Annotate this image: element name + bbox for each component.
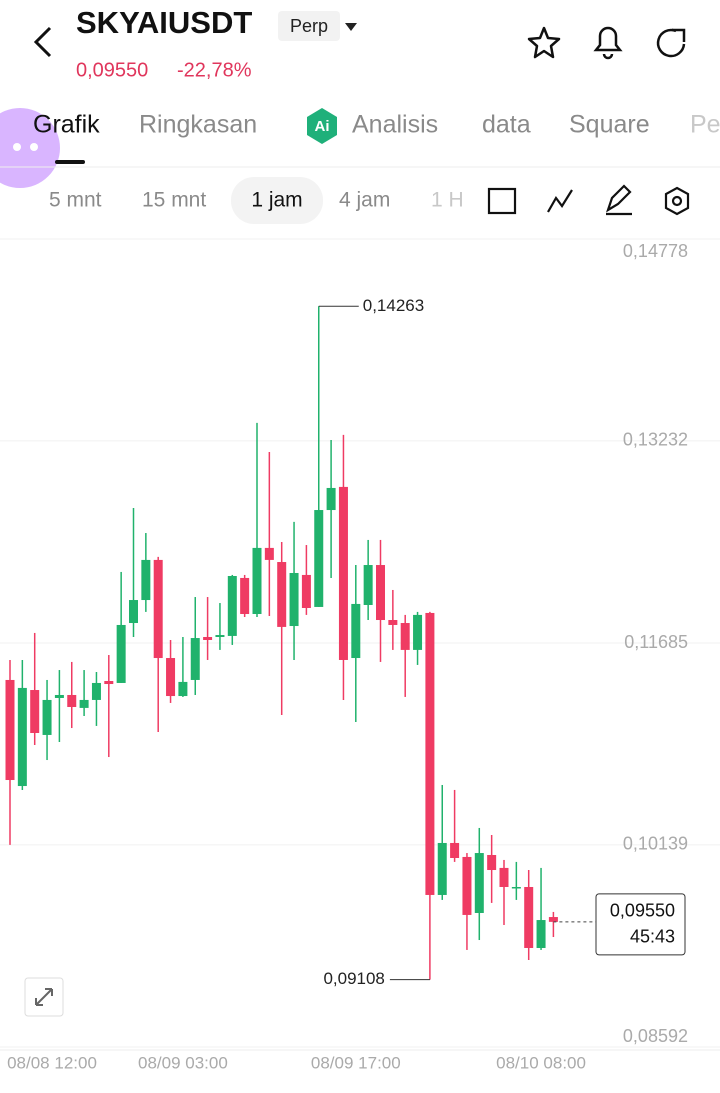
timeframe[interactable]: 4 jam xyxy=(339,189,390,212)
candle-body xyxy=(264,547,274,560)
x-tick-label: 08/09 17:00 xyxy=(311,1053,401,1072)
candle-body xyxy=(450,842,460,858)
candle-body xyxy=(548,917,558,922)
y-tick-label: 0,14778 xyxy=(623,241,688,261)
timeframe[interactable]: 1 H xyxy=(431,189,464,212)
candle-body xyxy=(203,636,213,640)
ai-icon xyxy=(307,108,337,144)
candle-body xyxy=(511,886,521,889)
candle-body xyxy=(141,559,151,601)
candle-body xyxy=(301,574,311,608)
candle-body xyxy=(338,486,348,660)
badge: Perp xyxy=(290,16,328,36)
share[interactable] xyxy=(656,28,686,58)
tab[interactable]: Ringkasan xyxy=(139,111,257,139)
candle-body xyxy=(413,614,423,650)
dropdown[interactable] xyxy=(345,23,357,31)
candle-body xyxy=(376,565,385,621)
candle-body xyxy=(215,635,225,637)
candle-body xyxy=(474,853,484,913)
candle-body xyxy=(42,699,52,735)
timeframe-pill xyxy=(231,177,323,224)
candle-body xyxy=(524,886,534,948)
candle-body xyxy=(178,681,188,697)
last-price-label: 0,09550 xyxy=(610,901,675,921)
candle-body xyxy=(129,600,138,624)
candle-body xyxy=(54,694,64,698)
timeframe[interactable]: 5 mnt xyxy=(49,189,102,212)
layout-button[interactable] xyxy=(487,187,517,215)
tab-indicator xyxy=(55,160,85,164)
assistant-eye xyxy=(13,143,21,151)
x-tick-label: 08/09 03:00 xyxy=(138,1053,228,1072)
candle-body xyxy=(425,612,435,895)
y-tick-label: 0,08592 xyxy=(623,1026,688,1046)
x-tick-label: 08/10 08:00 xyxy=(496,1053,586,1072)
last-price-box xyxy=(595,893,686,956)
settings-dot xyxy=(671,195,683,207)
price: 0,09550 xyxy=(76,59,148,81)
candle-body xyxy=(79,699,89,708)
tab[interactable]: data xyxy=(482,111,531,139)
timeframe[interactable]: 15 mnt xyxy=(142,189,206,212)
change: -22,78% xyxy=(177,59,252,81)
candle-body xyxy=(5,679,15,781)
expand-icon xyxy=(35,988,53,1006)
candle-body xyxy=(314,510,324,607)
candle-body xyxy=(190,638,200,680)
x-tick-label: 08/08 12:00 xyxy=(7,1053,97,1072)
assistant-eye xyxy=(30,143,38,151)
candle-body xyxy=(289,572,299,627)
badge-bg xyxy=(278,11,340,41)
candle-body xyxy=(153,559,163,659)
candle-body xyxy=(240,577,250,615)
candle-body xyxy=(437,842,447,895)
countdown: 45:43 xyxy=(630,927,675,947)
tab[interactable]: Pe xyxy=(690,111,720,139)
candle-body xyxy=(400,623,410,650)
candle-body xyxy=(17,687,27,787)
symbol: SKYAIUSDT xyxy=(76,5,252,40)
candle-body xyxy=(104,681,114,685)
y-tick-label: 0,13232 xyxy=(623,430,688,450)
candle-body xyxy=(277,562,287,627)
candle-body xyxy=(91,682,101,700)
candle-body xyxy=(227,575,237,636)
back-button[interactable] xyxy=(33,26,52,58)
candle-body xyxy=(462,856,472,915)
candle-body xyxy=(116,624,126,683)
candle-body xyxy=(536,920,546,948)
alert[interactable] xyxy=(593,26,623,60)
plot: 0,14778 0,13232 0,11685 0,10139 0,08592 08/08… xyxy=(0,238,720,1072)
candle-body xyxy=(252,547,262,615)
timeframe-active[interactable]: 1 jam xyxy=(251,189,302,212)
assistant-bubble[interactable] xyxy=(0,108,60,188)
favorite[interactable] xyxy=(527,26,561,59)
indicator-button[interactable] xyxy=(547,189,573,213)
tab[interactable]: Analisis xyxy=(352,111,438,139)
candle-body xyxy=(30,690,40,733)
candle-body xyxy=(363,565,373,605)
candle-body xyxy=(487,854,497,871)
high-label: 0,14263 xyxy=(363,296,424,315)
candle-body xyxy=(166,658,176,697)
y-tick-label: 0,10139 xyxy=(623,834,688,854)
candle-body xyxy=(351,603,361,659)
ai-icon-text: Ai xyxy=(315,118,330,135)
candle-body xyxy=(326,487,336,511)
tab[interactable]: Square xyxy=(569,111,650,139)
candle-body xyxy=(67,694,77,708)
draw-button[interactable] xyxy=(606,184,632,216)
tab-active[interactable]: Grafik xyxy=(33,111,100,139)
candle-body xyxy=(499,867,509,887)
candle-body xyxy=(388,620,398,625)
settings-button[interactable] xyxy=(664,186,690,216)
y-tick-label: 0,11685 xyxy=(624,632,688,652)
low-label: 0,09108 xyxy=(323,969,384,988)
